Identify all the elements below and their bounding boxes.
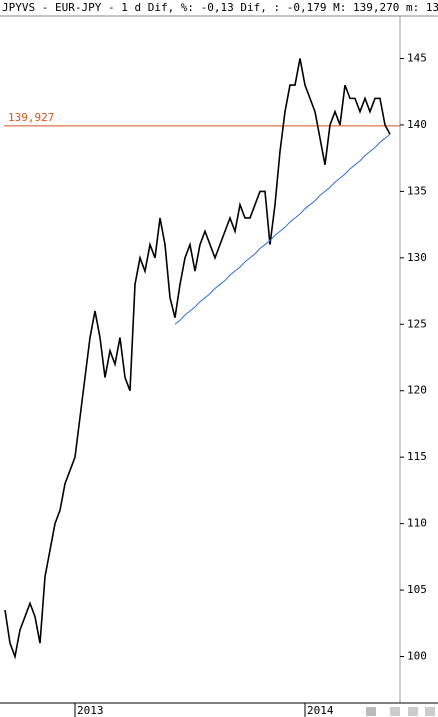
x-tick-label: 2013 bbox=[77, 704, 104, 717]
y-tick-label: 120 bbox=[407, 384, 427, 397]
toolbar-icon[interactable] bbox=[408, 707, 418, 716]
y-tick-label: 145 bbox=[407, 52, 427, 65]
chart-title: JPYVS - EUR-JPY - 1 d Dif, %: -0,13 Dif,… bbox=[2, 1, 438, 14]
series-line bbox=[4, 58, 391, 660]
y-tick-label: 125 bbox=[407, 317, 427, 330]
y-tick-label: 115 bbox=[407, 450, 427, 463]
y-tick-label: 110 bbox=[407, 517, 427, 530]
series-line bbox=[174, 133, 391, 325]
y-tick-label: 100 bbox=[407, 649, 427, 662]
toolbar-icon[interactable] bbox=[366, 707, 376, 716]
reference-label: 139,927 bbox=[8, 111, 54, 124]
y-tick-label: 140 bbox=[407, 118, 427, 131]
y-tick-label: 105 bbox=[407, 583, 427, 596]
y-tick-label: 135 bbox=[407, 184, 427, 197]
y-tick-label: 130 bbox=[407, 251, 427, 264]
toolbar-icon[interactable] bbox=[425, 707, 435, 716]
x-tick-label: 2014 bbox=[307, 704, 334, 717]
toolbar-icon[interactable] bbox=[390, 707, 400, 716]
